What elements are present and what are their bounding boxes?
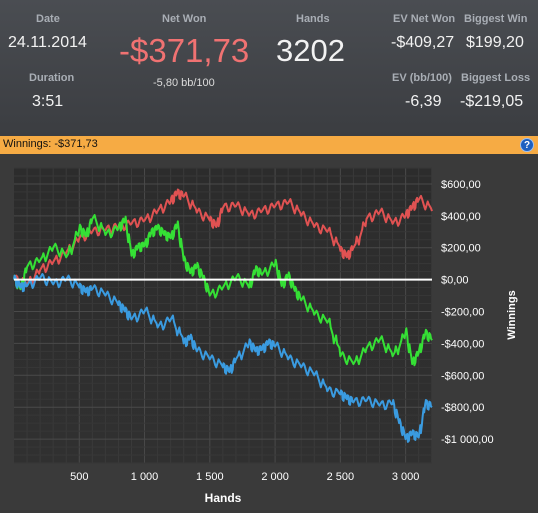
x-tick-label: 1 500 [196, 471, 224, 483]
net-won-label: Net Won [162, 13, 207, 25]
y-tick-label: -$800,00 [441, 402, 484, 414]
biggest-loss-value: -$219,05 [460, 93, 524, 110]
stats-panel: Date 24.11.2014 Duration 3:51 Net Won -$… [0, 0, 538, 136]
x-tick-label: 2 000 [261, 471, 289, 483]
y-tick-label: $0,00 [441, 275, 469, 287]
x-tick-label: 2 500 [327, 471, 355, 483]
winnings-header-bar: Winnings: -$371,73 ? [0, 136, 538, 154]
biggest-win-value: $199,20 [466, 34, 524, 51]
series-line-2 [13, 273, 433, 443]
duration-label: Duration [29, 72, 75, 84]
x-tick-label: 3 000 [392, 471, 420, 483]
ev-bb-value: -6,39 [405, 93, 442, 110]
ev-bb-label: EV (bb/100) [392, 72, 452, 84]
y-tick-label: $200,00 [441, 243, 481, 255]
ev-net-won-label: EV Net Won [393, 13, 456, 25]
biggest-loss-label: Biggest Loss [461, 72, 531, 84]
ev-net-won-value: -$409,27 [391, 34, 455, 51]
x-tick-label: 1 000 [131, 471, 159, 483]
x-axis-label: Hands [205, 491, 242, 505]
date-label: Date [36, 13, 60, 25]
chart-panel: $600,00 $400,00 $200,00 $0,00 -$200,00 -$400,… [0, 154, 538, 508]
series-line-0 [13, 188, 433, 287]
winnings-header-title: Winnings: -$371,73 [3, 138, 98, 150]
duration-value: 3:51 [32, 93, 64, 110]
y-tick-label: $400,00 [441, 211, 481, 223]
y-tick-label: $600,00 [441, 179, 481, 191]
biggest-win-label: Biggest Win [464, 13, 528, 25]
y-axis-label: Winnings [506, 290, 518, 339]
y-tick-label: -$600,00 [441, 370, 484, 382]
y-tick-label: -$200,00 [441, 307, 484, 319]
y-tick-label: -$400,00 [441, 338, 484, 350]
hands-value: 3202 [276, 33, 345, 68]
y-tick-label: -$1 000,00 [441, 434, 494, 446]
net-won-value: -$371,73 [119, 32, 250, 69]
date-value: 24.11.2014 [8, 34, 87, 51]
x-tick-label: 500 [70, 471, 88, 483]
winnings-chart: $600,00 $400,00 $200,00 $0,00 -$200,00 -$400,… [13, 167, 518, 505]
help-icon[interactable]: ? [520, 138, 534, 152]
net-won-bb-value: -5,80 bb/100 [153, 77, 215, 89]
hands-label: Hands [296, 13, 330, 25]
